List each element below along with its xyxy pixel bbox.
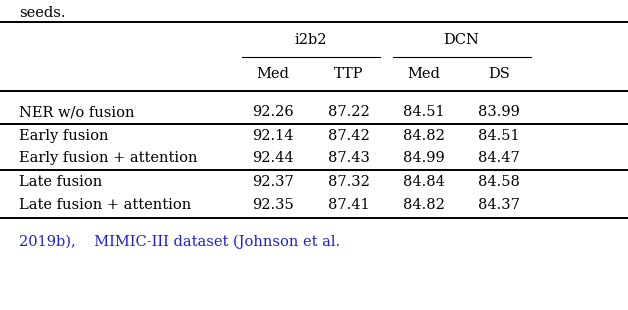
Text: NER w/o fusion: NER w/o fusion bbox=[19, 105, 134, 119]
Text: DCN: DCN bbox=[443, 33, 480, 47]
Text: TTP: TTP bbox=[334, 67, 363, 81]
Text: 84.84: 84.84 bbox=[403, 175, 445, 189]
Text: DS: DS bbox=[489, 67, 510, 81]
Text: 84.51: 84.51 bbox=[479, 129, 520, 143]
Text: 84.58: 84.58 bbox=[479, 175, 520, 189]
Text: 92.26: 92.26 bbox=[252, 105, 294, 119]
Text: 92.14: 92.14 bbox=[252, 129, 294, 143]
Text: 83.99: 83.99 bbox=[479, 105, 520, 119]
Text: 92.35: 92.35 bbox=[252, 198, 294, 212]
Text: 2019b),    MIMIC-III dataset (Johnson et al.: 2019b), MIMIC-III dataset (Johnson et al… bbox=[19, 235, 340, 249]
Text: 84.51: 84.51 bbox=[403, 105, 445, 119]
Text: 87.42: 87.42 bbox=[328, 129, 369, 143]
Text: 87.22: 87.22 bbox=[328, 105, 369, 119]
Text: 84.47: 84.47 bbox=[479, 151, 520, 165]
Text: 92.44: 92.44 bbox=[252, 151, 294, 165]
Text: Early fusion: Early fusion bbox=[19, 129, 109, 143]
Text: 84.82: 84.82 bbox=[403, 198, 445, 212]
Text: seeds.: seeds. bbox=[19, 6, 65, 20]
Text: Med: Med bbox=[408, 67, 440, 81]
Text: Late fusion + attention: Late fusion + attention bbox=[19, 198, 191, 212]
Text: Early fusion + attention: Early fusion + attention bbox=[19, 151, 197, 165]
Text: 87.32: 87.32 bbox=[328, 175, 369, 189]
Text: 87.43: 87.43 bbox=[328, 151, 369, 165]
Text: 84.99: 84.99 bbox=[403, 151, 445, 165]
Text: 87.41: 87.41 bbox=[328, 198, 369, 212]
Text: 84.82: 84.82 bbox=[403, 129, 445, 143]
Text: Late fusion: Late fusion bbox=[19, 175, 102, 189]
Text: 92.37: 92.37 bbox=[252, 175, 294, 189]
Text: 84.37: 84.37 bbox=[479, 198, 520, 212]
Text: Med: Med bbox=[257, 67, 290, 81]
Text: i2b2: i2b2 bbox=[295, 33, 327, 47]
